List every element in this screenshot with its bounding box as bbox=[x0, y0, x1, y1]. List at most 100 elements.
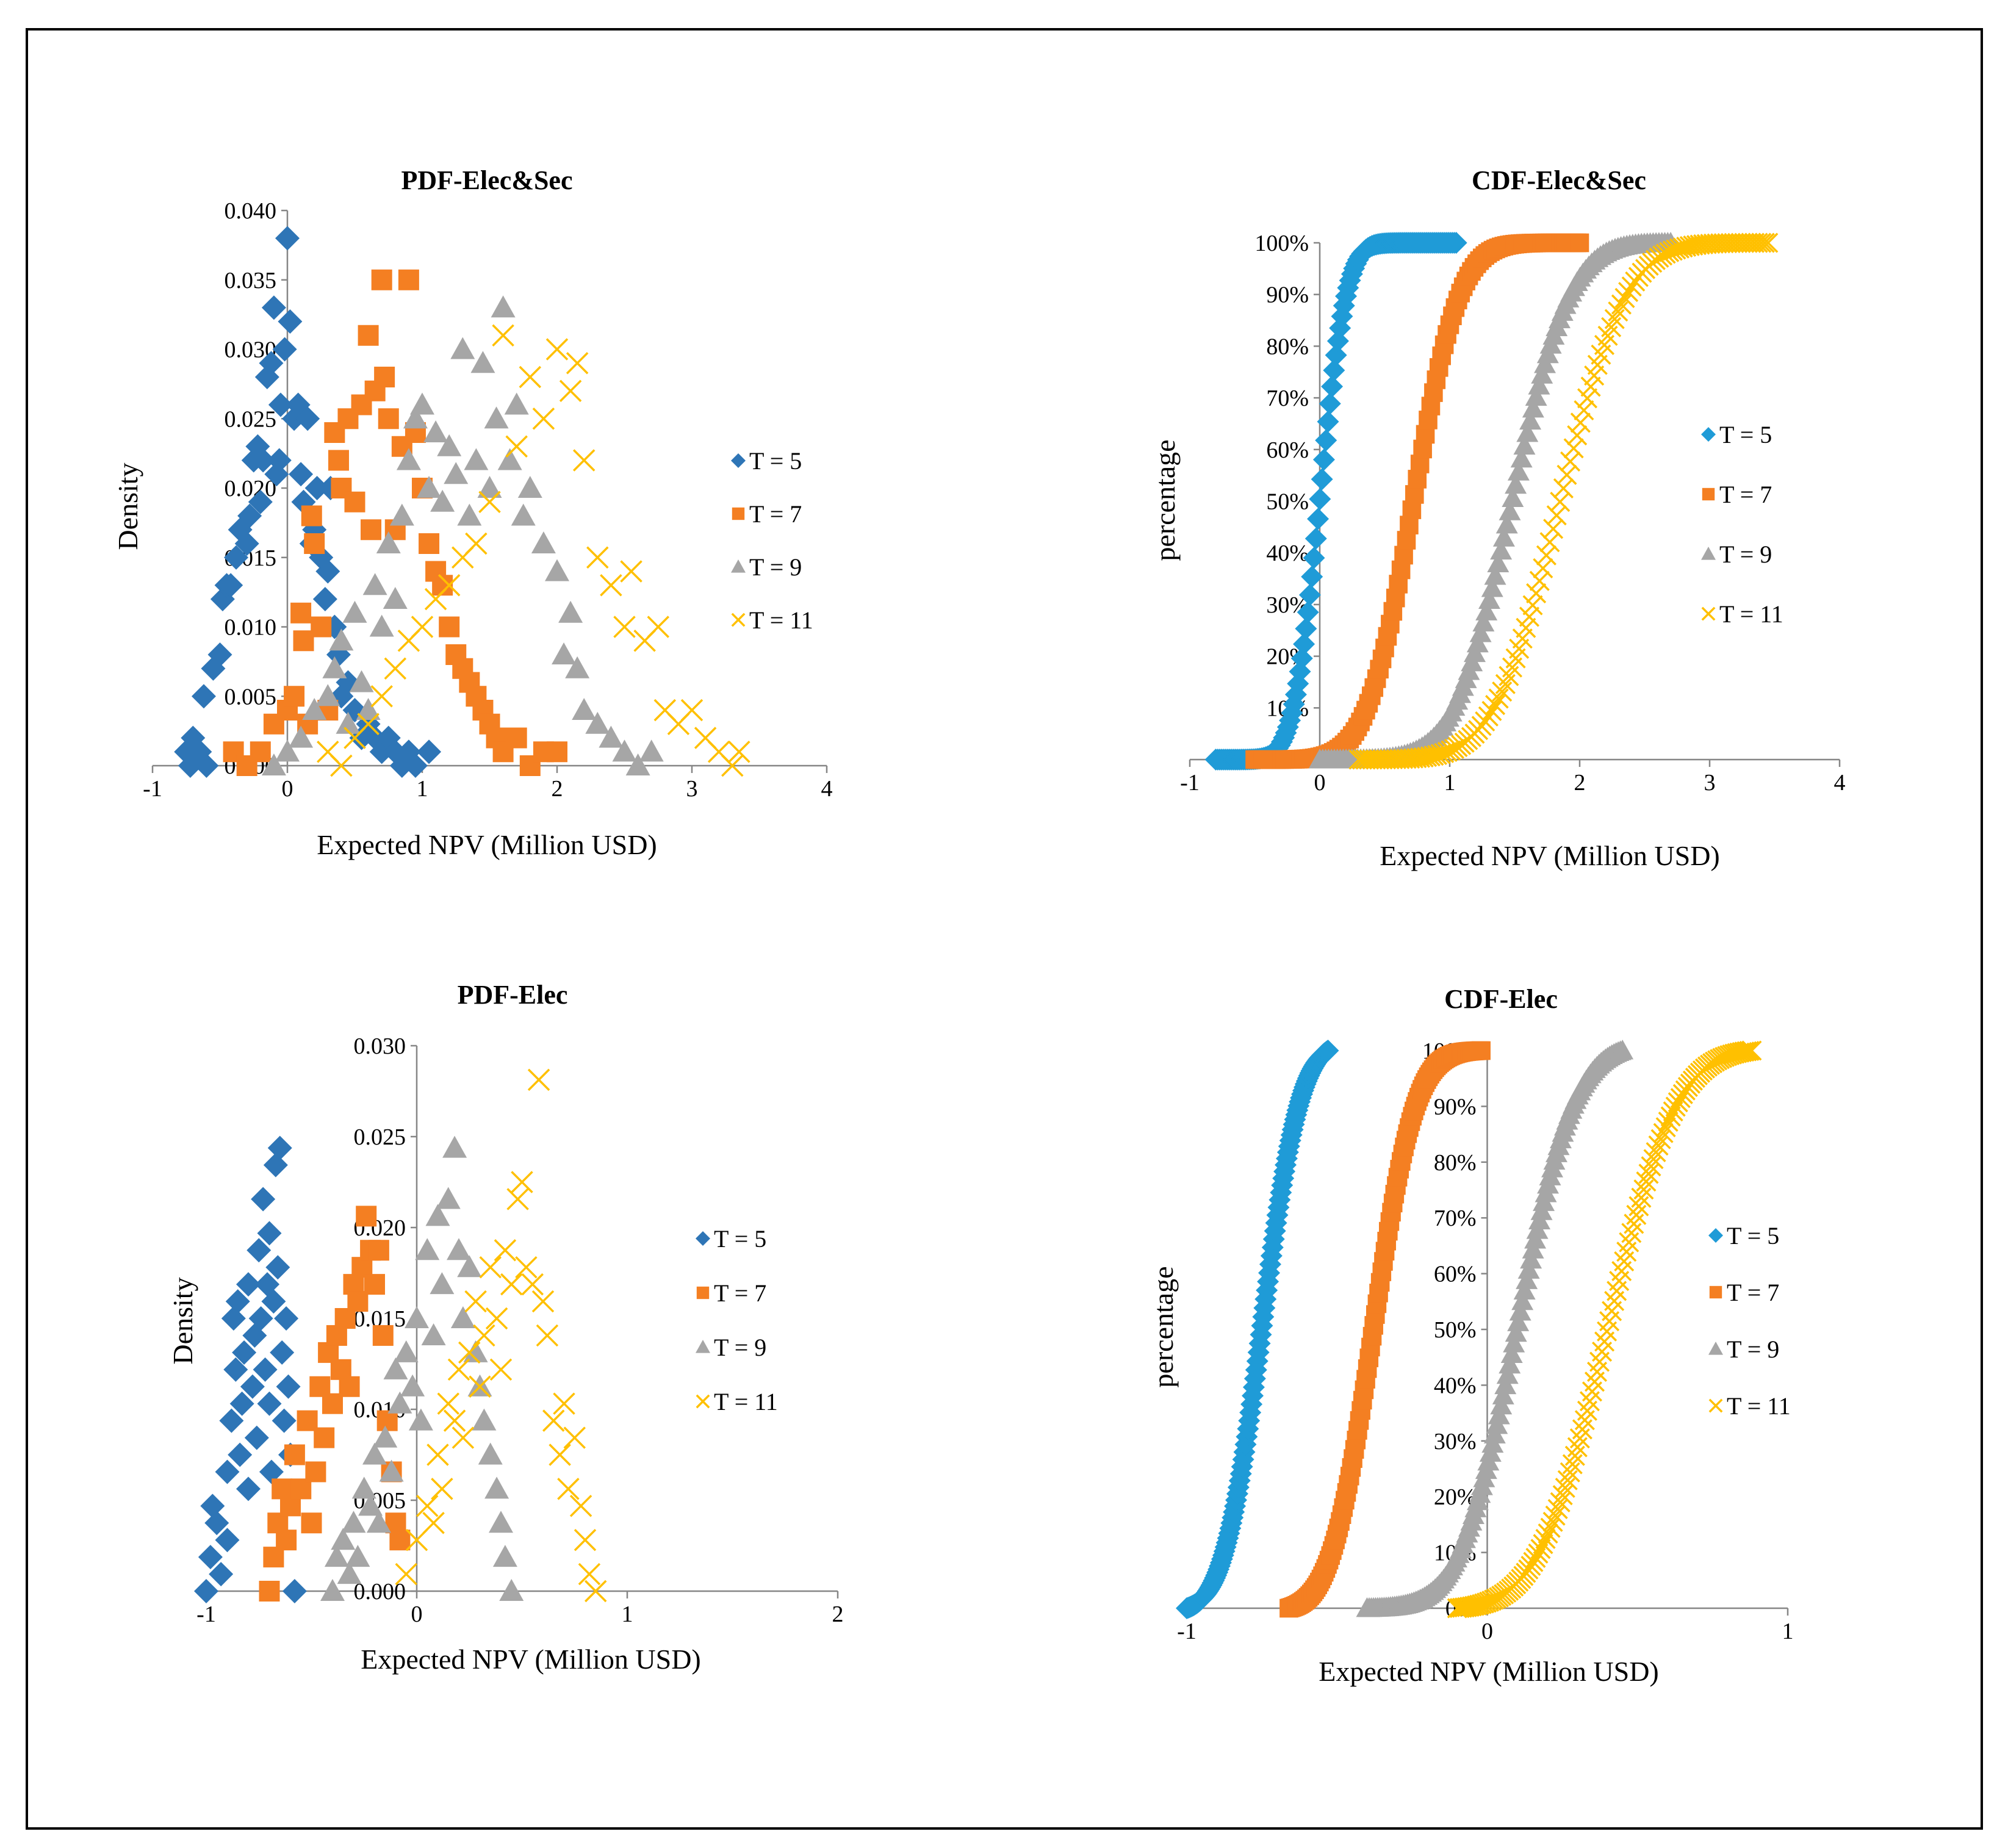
legend-marker bbox=[731, 613, 746, 627]
data-point bbox=[1539, 532, 1560, 553]
data-point bbox=[506, 1188, 529, 1210]
data-point bbox=[1290, 647, 1313, 670]
data-point bbox=[291, 489, 316, 514]
data-point bbox=[267, 1135, 292, 1160]
data-point bbox=[426, 1444, 449, 1466]
data-point bbox=[1475, 711, 1495, 732]
data-point bbox=[1492, 527, 1515, 547]
data-point bbox=[1648, 1135, 1669, 1156]
data-point bbox=[1495, 513, 1518, 534]
x-tick-label: 3 bbox=[686, 776, 698, 802]
data-point bbox=[1516, 1269, 1538, 1289]
y-tick-label: 40% bbox=[1434, 1373, 1477, 1398]
data-point bbox=[1633, 1179, 1654, 1200]
data-point bbox=[600, 574, 622, 597]
data-point bbox=[194, 1579, 218, 1603]
data-point bbox=[1510, 447, 1533, 468]
data-point bbox=[511, 1171, 533, 1193]
data-point bbox=[1621, 276, 1642, 297]
data-point bbox=[421, 1323, 446, 1345]
data-point bbox=[1533, 558, 1553, 578]
chart-title: PDF-Elec&Sec bbox=[401, 165, 573, 195]
data-point bbox=[341, 1511, 366, 1533]
data-point bbox=[289, 725, 314, 748]
figure-frame bbox=[26, 28, 1983, 1830]
data-point bbox=[463, 1340, 488, 1362]
series-t9 bbox=[261, 295, 664, 775]
data-point bbox=[1311, 468, 1333, 491]
data-point bbox=[1556, 464, 1577, 485]
data-point bbox=[1492, 681, 1513, 702]
data-point bbox=[378, 408, 399, 430]
data-point bbox=[403, 753, 428, 778]
legend-marker bbox=[1709, 1285, 1722, 1299]
y-tick-label: 50% bbox=[1434, 1317, 1477, 1343]
data-point bbox=[504, 392, 529, 415]
data-point bbox=[237, 503, 262, 528]
data-point bbox=[1563, 438, 1584, 459]
data-point bbox=[194, 753, 219, 778]
data-point bbox=[578, 1562, 601, 1586]
data-point bbox=[259, 351, 284, 376]
data-point bbox=[1751, 232, 1772, 253]
chart-pdf-elec: PDF-Elec Expected NPV (Million USD) Dens… bbox=[167, 980, 844, 1675]
data-point bbox=[557, 1478, 580, 1500]
data-point bbox=[395, 1562, 417, 1586]
data-point bbox=[1437, 741, 1458, 762]
y-axis-title: Density bbox=[167, 1277, 198, 1364]
data-point bbox=[1655, 1117, 1676, 1138]
data-point bbox=[521, 1273, 544, 1296]
data-point bbox=[430, 1272, 455, 1295]
data-point bbox=[647, 616, 669, 638]
data-point bbox=[585, 1580, 607, 1603]
data-point bbox=[1628, 1196, 1649, 1217]
data-point bbox=[469, 1375, 491, 1398]
data-point bbox=[1516, 422, 1539, 442]
data-point bbox=[356, 1206, 377, 1227]
data-point bbox=[1631, 1187, 1652, 1208]
data-point bbox=[1739, 1040, 1760, 1062]
data-point bbox=[268, 392, 293, 417]
data-point bbox=[422, 1512, 445, 1534]
data-point bbox=[436, 1187, 461, 1209]
data-point bbox=[497, 448, 522, 470]
data-point bbox=[221, 1306, 246, 1331]
data-point bbox=[1526, 583, 1547, 603]
data-point bbox=[484, 1476, 509, 1499]
y-axis-title: percentage bbox=[1148, 1266, 1179, 1387]
series-t5 bbox=[1204, 232, 1467, 771]
x-tick-label: -1 bbox=[1177, 1619, 1197, 1644]
legend-item: T = 7 bbox=[1709, 1279, 1779, 1306]
data-point bbox=[376, 1410, 398, 1431]
x-tick-label: 1 bbox=[622, 1602, 633, 1627]
data-point bbox=[248, 489, 273, 514]
legend-label: T = 5 bbox=[1719, 421, 1772, 448]
legend: T = 5 T = 7 T = 9 T = 11 bbox=[1701, 421, 1783, 628]
data-point bbox=[330, 754, 353, 777]
data-point bbox=[1584, 365, 1605, 386]
legend-marker bbox=[1708, 1398, 1723, 1413]
data-point bbox=[257, 1221, 282, 1246]
y-tick-label: 0.040 bbox=[225, 198, 277, 224]
data-point bbox=[515, 1256, 538, 1279]
legend-item: T = 5 bbox=[1708, 1222, 1779, 1249]
legend-item: T = 11 bbox=[1708, 1392, 1791, 1420]
data-point bbox=[1560, 1462, 1580, 1483]
data-point bbox=[1487, 552, 1510, 573]
legend-item: T = 9 bbox=[696, 1334, 766, 1361]
legend-item: T = 5 bbox=[731, 447, 802, 475]
data-point bbox=[250, 741, 271, 763]
data-point bbox=[373, 1425, 398, 1448]
data-point bbox=[261, 753, 286, 775]
legend-label: T = 5 bbox=[749, 447, 802, 475]
data-point bbox=[1485, 695, 1506, 716]
data-point bbox=[389, 1530, 411, 1551]
legend-marker bbox=[1708, 1228, 1723, 1243]
data-point bbox=[680, 699, 704, 722]
data-point bbox=[572, 449, 596, 472]
legend-item: T = 11 bbox=[1701, 600, 1783, 628]
data-point bbox=[430, 489, 455, 512]
data-point bbox=[586, 546, 609, 569]
data-point bbox=[1529, 570, 1550, 591]
